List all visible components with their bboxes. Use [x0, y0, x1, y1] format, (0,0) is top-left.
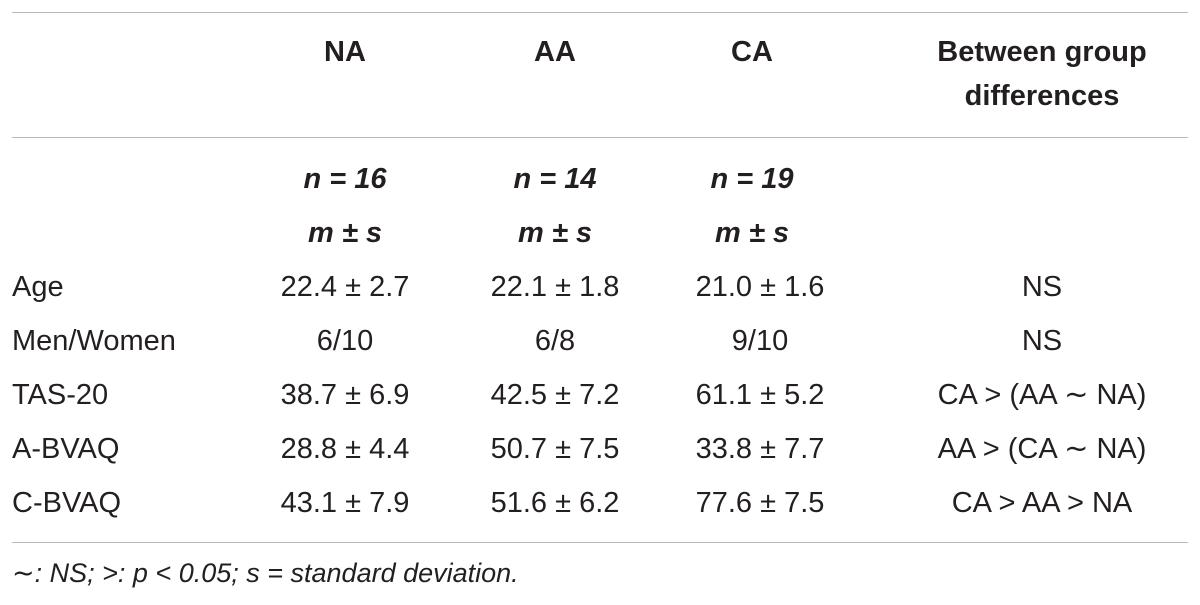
- cell-difference: NS: [1021, 271, 1063, 303]
- cell-ca: 77.6 ± 7.5: [695, 487, 825, 519]
- cell-ca: 21.0 ± 1.6: [695, 271, 825, 303]
- cell-difference: AA > (CA ∼ NA): [937, 433, 1147, 465]
- cell-na: 6/10: [316, 325, 374, 357]
- header-na: NA: [324, 36, 366, 68]
- cell-difference: CA > AA > NA: [951, 487, 1133, 519]
- cell-na: 22.4 ± 2.7: [280, 271, 410, 303]
- n-ca: n = 19: [710, 163, 794, 195]
- row-label: TAS-20: [12, 379, 109, 411]
- stat-aa: m ± s: [518, 217, 592, 249]
- cell-aa: 51.6 ± 6.2: [490, 487, 620, 519]
- header-aa: AA: [534, 36, 576, 68]
- cell-aa: 22.1 ± 1.8: [490, 271, 620, 303]
- bottom-rule: [12, 542, 1188, 543]
- n-aa: n = 14: [513, 163, 597, 195]
- row-label: Men/Women: [12, 325, 176, 357]
- table-footnote: ∼: NS; >: p < 0.05; s = standard deviati…: [12, 558, 519, 588]
- top-rule: [12, 12, 1188, 13]
- header-ca: CA: [731, 36, 773, 68]
- cell-na: 38.7 ± 6.9: [280, 379, 410, 411]
- cell-difference: CA > (AA ∼ NA): [937, 379, 1147, 411]
- n-na: n = 16: [303, 163, 387, 195]
- cell-difference: NS: [1021, 325, 1063, 357]
- row-label: C-BVAQ: [12, 487, 122, 519]
- header-between-group: Between group differences: [937, 36, 1147, 112]
- cell-ca: 9/10: [731, 325, 789, 357]
- row-label: Age: [12, 271, 64, 303]
- cell-ca: 33.8 ± 7.7: [695, 433, 825, 465]
- cell-aa: 42.5 ± 7.2: [490, 379, 620, 411]
- row-label: A-BVAQ: [12, 433, 120, 465]
- header-rule: [12, 137, 1188, 138]
- cell-aa: 6/8: [534, 325, 576, 357]
- stat-na: m ± s: [308, 217, 382, 249]
- cell-aa: 50.7 ± 7.5: [490, 433, 620, 465]
- cell-ca: 61.1 ± 5.2: [695, 379, 825, 411]
- stat-ca: m ± s: [715, 217, 789, 249]
- cell-na: 28.8 ± 4.4: [280, 433, 410, 465]
- cell-na: 43.1 ± 7.9: [280, 487, 410, 519]
